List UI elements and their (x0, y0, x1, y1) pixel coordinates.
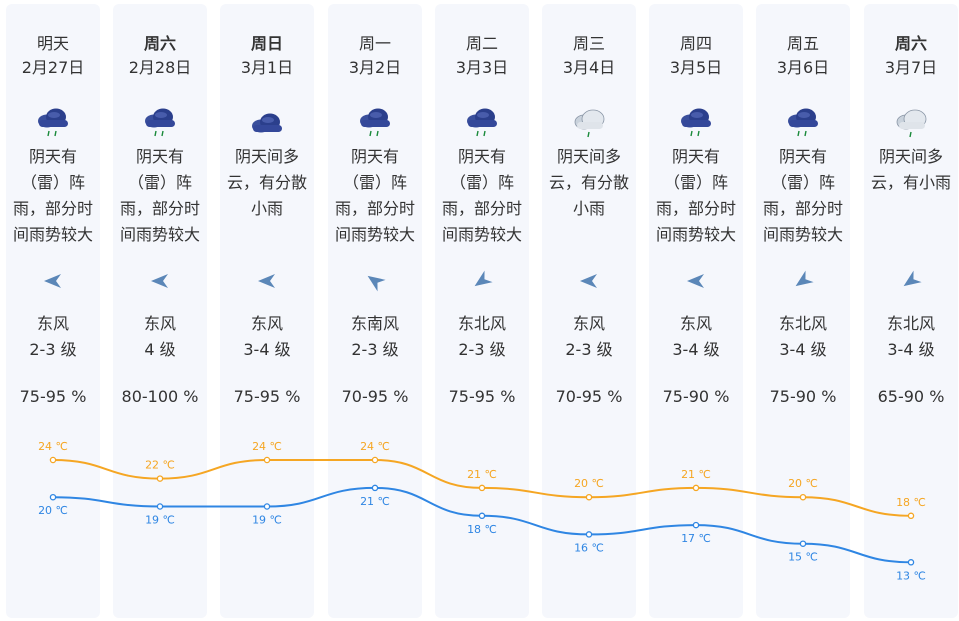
humidity: 75-95 % (19, 387, 87, 406)
wind-direction-arrow-icon (471, 270, 493, 292)
wind-direction-arrow-icon (42, 270, 64, 292)
day-column: 周五 3月6日阴天有（雷）阵雨，部分时间雨势较大东北风 3-4 级 75-90 % (756, 4, 850, 618)
day-name: 周日 (250, 34, 283, 53)
humidity: 80-100 % (121, 387, 199, 406)
wind-direction-arrow-icon (900, 270, 922, 292)
day-column: 周一 3月2日阴天有（雷）阵雨，部分时间雨势较大东南风 2-3 级 70-95 % (328, 4, 422, 618)
day-name: 周四 (679, 34, 712, 53)
wind-direction: 东风 (250, 314, 283, 333)
wind-direction: 东风 (679, 314, 712, 333)
wind-level: 3-4 级 (779, 340, 827, 359)
day-date: 3月7日 (884, 58, 938, 77)
wind-direction: 东风 (36, 314, 69, 333)
wind-level: 2-3 级 (458, 340, 506, 359)
weather-description: 阴天有（雷）阵雨，部分时间雨势较大 (441, 147, 522, 244)
weather-description: 阴天有（雷）阵雨，部分时间雨势较大 (762, 147, 843, 244)
day-column: 周四 3月5日阴天有（雷）阵雨，部分时间雨势较大东风 3-4 级 75-90 % (649, 4, 743, 618)
day-column: 周日 3月1日阴天间多云，有分散小雨东风 3-4 级 75-95 % (220, 4, 314, 618)
wind-direction: 东北风 (778, 314, 827, 333)
wind-level: 2-3 级 (565, 340, 613, 359)
wind-level: 3-4 级 (672, 340, 720, 359)
wind-direction: 东风 (572, 314, 605, 333)
weather-description: 阴天有（雷）阵雨，部分时间雨势较大 (655, 147, 736, 244)
humidity: 75-95 % (233, 387, 301, 406)
wind-direction: 东北风 (457, 314, 506, 333)
day-date: 2月27日 (21, 58, 85, 77)
day-date: 3月6日 (776, 58, 830, 77)
wind-direction-arrow-icon (256, 270, 278, 292)
rain-cloud-icon (356, 104, 394, 142)
light-rain-cloud-icon (892, 104, 930, 142)
day-name: 周二 (465, 34, 498, 53)
humidity: 70-95 % (555, 387, 623, 406)
day-column: 周二 3月3日阴天有（雷）阵雨，部分时间雨势较大东北风 2-3 级 75-95 % (435, 4, 529, 618)
day-column: 周六 3月7日阴天间多云，有小雨东北风 3-4 级 65-90 % (864, 4, 958, 618)
wind-level: 3-4 级 (887, 340, 935, 359)
day-column: 周六 2月28日阴天有（雷）阵雨，部分时间雨势较大东风 4 级 80-100 % (113, 4, 207, 618)
wind-direction-arrow-icon (578, 270, 600, 292)
wind-direction: 东南风 (350, 314, 399, 333)
rain-cloud-icon (784, 104, 822, 142)
rain-cloud-icon (141, 104, 179, 142)
weather-description: 阴天有（雷）阵雨，部分时间雨势较大 (12, 147, 93, 244)
wind-level: 2-3 级 (29, 340, 77, 359)
weather-description: 阴天间多云，有分散小雨 (548, 147, 629, 218)
wind-direction-arrow-icon (364, 270, 386, 292)
day-date: 3月2日 (348, 58, 402, 77)
wind-level: 3-4 级 (243, 340, 291, 359)
day-date: 3月5日 (669, 58, 723, 77)
light-rain-cloud-icon (570, 104, 608, 142)
day-date: 3月4日 (562, 58, 616, 77)
day-name: 周六 (894, 34, 927, 53)
day-column: 明天 2月27日阴天有（雷）阵雨，部分时间雨势较大东风 2-3 级 75-95 % (6, 4, 100, 618)
rain-cloud-icon (463, 104, 501, 142)
day-date: 2月28日 (128, 58, 192, 77)
rain-cloud-icon (677, 104, 715, 142)
wind-direction: 东北风 (886, 314, 935, 333)
day-name: 周五 (786, 34, 819, 53)
humidity: 65-90 % (877, 387, 945, 406)
humidity: 75-90 % (769, 387, 837, 406)
wind-direction-arrow-icon (792, 270, 814, 292)
weather-description: 阴天有（雷）阵雨，部分时间雨势较大 (334, 147, 415, 244)
humidity: 75-95 % (448, 387, 516, 406)
wind-direction-arrow-icon (685, 270, 707, 292)
day-name: 周六 (143, 34, 176, 53)
rain-cloud-icon (34, 104, 72, 142)
day-name: 周一 (358, 34, 391, 53)
cloud-icon (248, 104, 286, 142)
day-date: 3月1日 (240, 58, 294, 77)
day-column: 周三 3月4日阴天间多云，有分散小雨东风 2-3 级 70-95 % (542, 4, 636, 618)
wind-level: 4 级 (144, 340, 176, 359)
weather-description: 阴天有（雷）阵雨，部分时间雨势较大 (119, 147, 200, 244)
day-name: 周三 (572, 34, 605, 53)
day-name: 明天 (36, 34, 69, 53)
humidity: 75-90 % (662, 387, 730, 406)
weather-description: 阴天间多云，有小雨 (870, 147, 951, 192)
wind-direction-arrow-icon (149, 270, 171, 292)
humidity: 70-95 % (341, 387, 409, 406)
wind-level: 2-3 级 (351, 340, 399, 359)
wind-direction: 东风 (143, 314, 176, 333)
day-date: 3月3日 (455, 58, 509, 77)
weather-description: 阴天间多云，有分散小雨 (226, 147, 307, 218)
